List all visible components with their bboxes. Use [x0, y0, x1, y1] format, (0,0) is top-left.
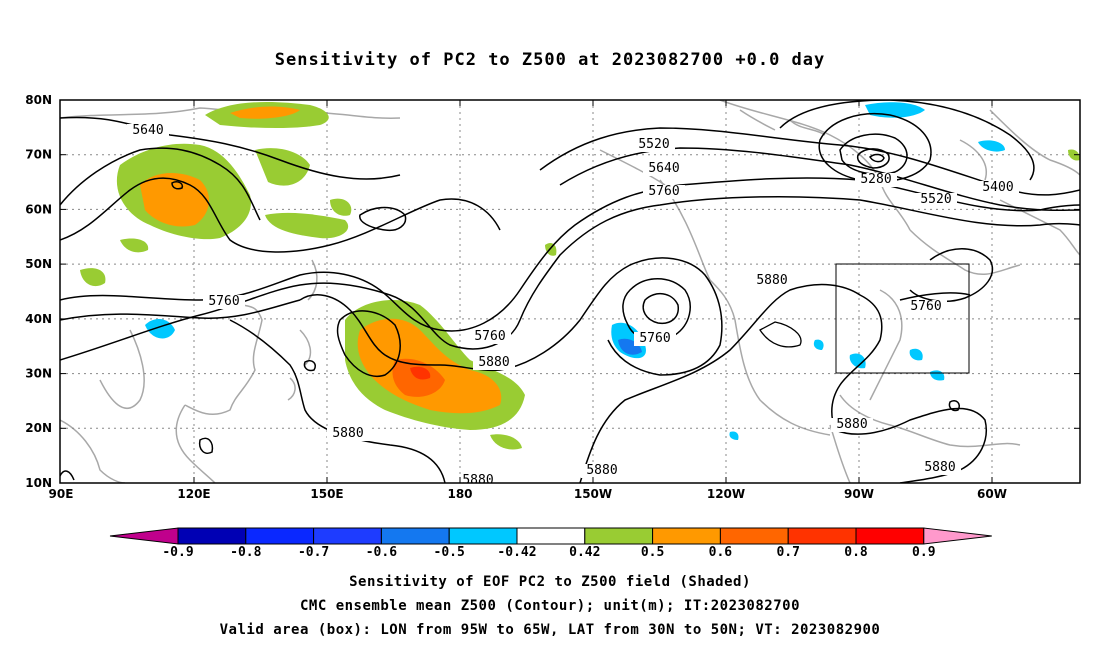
lat-label: 30N — [25, 367, 52, 381]
colorbar-swatch — [448, 527, 518, 545]
colorbar-tick-label: -0.7 — [298, 545, 329, 560]
colorbar-swatch — [177, 527, 247, 545]
colorbar-low-triangle — [109, 527, 179, 545]
lon-label: 120W — [707, 487, 745, 501]
contour-label: 5880 — [586, 463, 617, 478]
caption-line-3: Valid area (box): LON from 95W to 65W, L… — [219, 622, 881, 638]
colorbar-tick-label: 0.9 — [912, 545, 935, 560]
lat-label: 60N — [25, 202, 52, 216]
colorbar-tick-label: 0.7 — [776, 545, 799, 560]
lat-label: 70N — [25, 148, 52, 162]
contour-labels: 5640 5520 5640 5760 5280 5400 5520 5760 5760 5880… — [127, 123, 1019, 488]
longitude-labels: 90E 120E 150E 180 150W 120W 90W 60W — [49, 487, 1007, 501]
lon-label: 150W — [574, 487, 612, 501]
tick-marks — [60, 100, 1080, 483]
contour-label: 5760 — [639, 331, 670, 346]
contour-label-bg — [643, 185, 685, 199]
contour-label-bg — [634, 332, 676, 346]
colorbar — [109, 527, 992, 545]
contour-label: 5760 — [648, 184, 679, 199]
lat-label: 50N — [25, 257, 52, 271]
contour-label-bg — [919, 461, 961, 475]
lat-label: 40N — [25, 312, 52, 326]
valid-area-box — [835, 263, 970, 374]
lon-label: 180 — [447, 487, 472, 501]
contour-label: 5280 — [860, 172, 891, 187]
contour-label: 5880 — [462, 473, 493, 488]
colorbar-swatch — [245, 527, 315, 545]
contour-label-bg — [855, 173, 897, 187]
colorbar-tick-label: 0.8 — [844, 545, 868, 560]
contour-label-bg — [831, 418, 873, 432]
map-title: Sensitivity of PC2 to Z500 at 2023082700… — [274, 50, 826, 70]
colorbar-high-triangle — [923, 527, 992, 545]
z500-contours — [60, 100, 1080, 483]
colorbar-tick-label: -0.8 — [230, 545, 261, 560]
colorbar-tick-label: -0.5 — [434, 545, 465, 560]
contour-label: 5880 — [478, 355, 509, 370]
caption-line-2: CMC ensemble mean Z500 (Contour); unit(m… — [299, 598, 800, 614]
colorbar-tick-label: -0.9 — [162, 545, 193, 560]
lat-label: 20N — [25, 421, 52, 435]
contour-label-bg — [581, 464, 623, 478]
colorbar-tick-label: 0.6 — [709, 545, 733, 560]
lat-label: 80N — [25, 93, 52, 107]
lon-label: 150E — [310, 487, 343, 501]
colorbar-swatch — [652, 527, 721, 545]
contour-label: 5760 — [910, 299, 941, 314]
contour-label: 5880 — [756, 273, 787, 288]
contour-label: 5880 — [332, 426, 363, 441]
contour-label: 5520 — [638, 137, 669, 152]
latitude-labels: 80N 70N 60N 50N 40N 30N 20N 10N — [25, 93, 52, 490]
lon-label: 90W — [844, 487, 874, 501]
contour-label-bg — [203, 295, 245, 309]
colorbar-labels: -0.9 -0.8 -0.7 -0.6 -0.5 -0.42 0.42 0.5 0.6 0.7 0.… — [162, 545, 935, 560]
colorbar-swatch — [313, 527, 382, 545]
contour-label: 5520 — [920, 192, 951, 207]
contour-label-bg — [915, 193, 957, 207]
colorbar-swatch — [380, 527, 450, 545]
contour-label-bg — [751, 274, 793, 288]
colorbar-tick-label: -0.6 — [366, 545, 397, 560]
colorbar-tick-label: 0.5 — [641, 545, 664, 560]
colorbar-swatch — [719, 527, 789, 545]
lon-label: 120E — [177, 487, 210, 501]
contour-label-bg — [643, 162, 685, 176]
contour-label: 5760 — [208, 294, 239, 309]
contour-label: 5880 — [924, 460, 955, 475]
contour-label: 5640 — [648, 161, 679, 176]
contour-label-bg — [127, 124, 169, 138]
colorbar-tick-label: -0.42 — [497, 545, 536, 560]
plot-frame — [59, 99, 1081, 484]
contour-label-bg — [327, 427, 369, 441]
colorbar-tick-label: 0.42 — [569, 545, 600, 560]
colorbar-swatch — [855, 527, 925, 545]
colorbar-swatch — [584, 527, 654, 545]
contour-label-bg — [473, 356, 515, 370]
contour-label-bg — [457, 474, 499, 483]
lat-label: 10N — [25, 476, 52, 490]
lon-label: 90E — [49, 487, 74, 501]
contour-label-bg — [469, 330, 511, 344]
contour-label-bg — [905, 300, 947, 314]
lon-label: 60W — [977, 487, 1007, 501]
colorbar-swatch — [516, 527, 586, 545]
contour-label-bg — [977, 181, 1019, 195]
colorbar-swatch — [787, 527, 857, 545]
caption-line-1: Sensitivity of EOF PC2 to Z500 field (Sh… — [349, 574, 751, 590]
contour-label: 5760 — [474, 329, 505, 344]
contour-label: 5880 — [836, 417, 867, 432]
contour-label-bg — [633, 138, 675, 152]
contour-label: 5640 — [132, 123, 163, 138]
contour-label: 5400 — [982, 180, 1013, 195]
